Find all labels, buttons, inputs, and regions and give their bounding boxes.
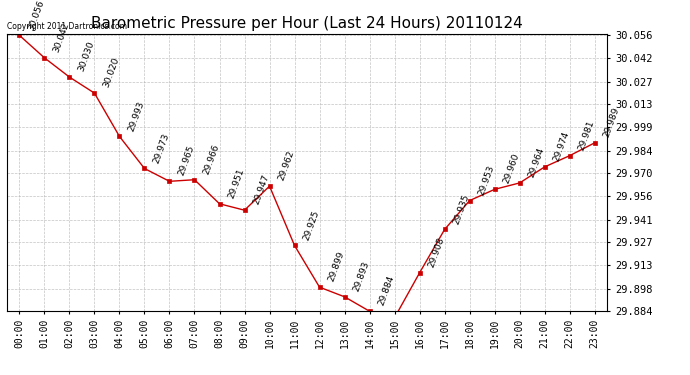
Text: Copyright 2011 Dartronics.com: Copyright 2011 Dartronics.com [7, 22, 127, 31]
Text: 30.042: 30.042 [51, 21, 70, 54]
Text: 29.981: 29.981 [577, 119, 596, 152]
Text: 29.962: 29.962 [277, 149, 295, 182]
Text: 29.964: 29.964 [526, 146, 546, 179]
Text: 30.020: 30.020 [101, 56, 121, 89]
Text: 29.965: 29.965 [177, 144, 196, 177]
Text: 29.893: 29.893 [351, 260, 371, 292]
Text: 29.884: 29.884 [377, 274, 395, 307]
Text: 29.951: 29.951 [226, 167, 246, 200]
Text: 29.947: 29.947 [251, 174, 270, 206]
Text: 29.974: 29.974 [551, 130, 571, 163]
Text: 29.993: 29.993 [126, 100, 146, 132]
Text: 29.908: 29.908 [426, 236, 446, 268]
Title: Barometric Pressure per Hour (Last 24 Hours) 20110124: Barometric Pressure per Hour (Last 24 Ho… [91, 16, 523, 31]
Text: 29.973: 29.973 [151, 132, 170, 164]
Text: 29.989: 29.989 [602, 106, 621, 139]
Text: 29.899: 29.899 [326, 251, 346, 283]
Text: 29.925: 29.925 [302, 209, 321, 242]
Text: 29.966: 29.966 [201, 143, 221, 176]
Text: 29.960: 29.960 [502, 153, 521, 185]
Text: 29.935: 29.935 [451, 193, 471, 225]
Text: 30.056: 30.056 [26, 0, 46, 31]
Text: 29.953: 29.953 [477, 164, 496, 196]
Text: 30.030: 30.030 [77, 40, 96, 73]
Text: 29.880: 29.880 [0, 374, 1, 375]
